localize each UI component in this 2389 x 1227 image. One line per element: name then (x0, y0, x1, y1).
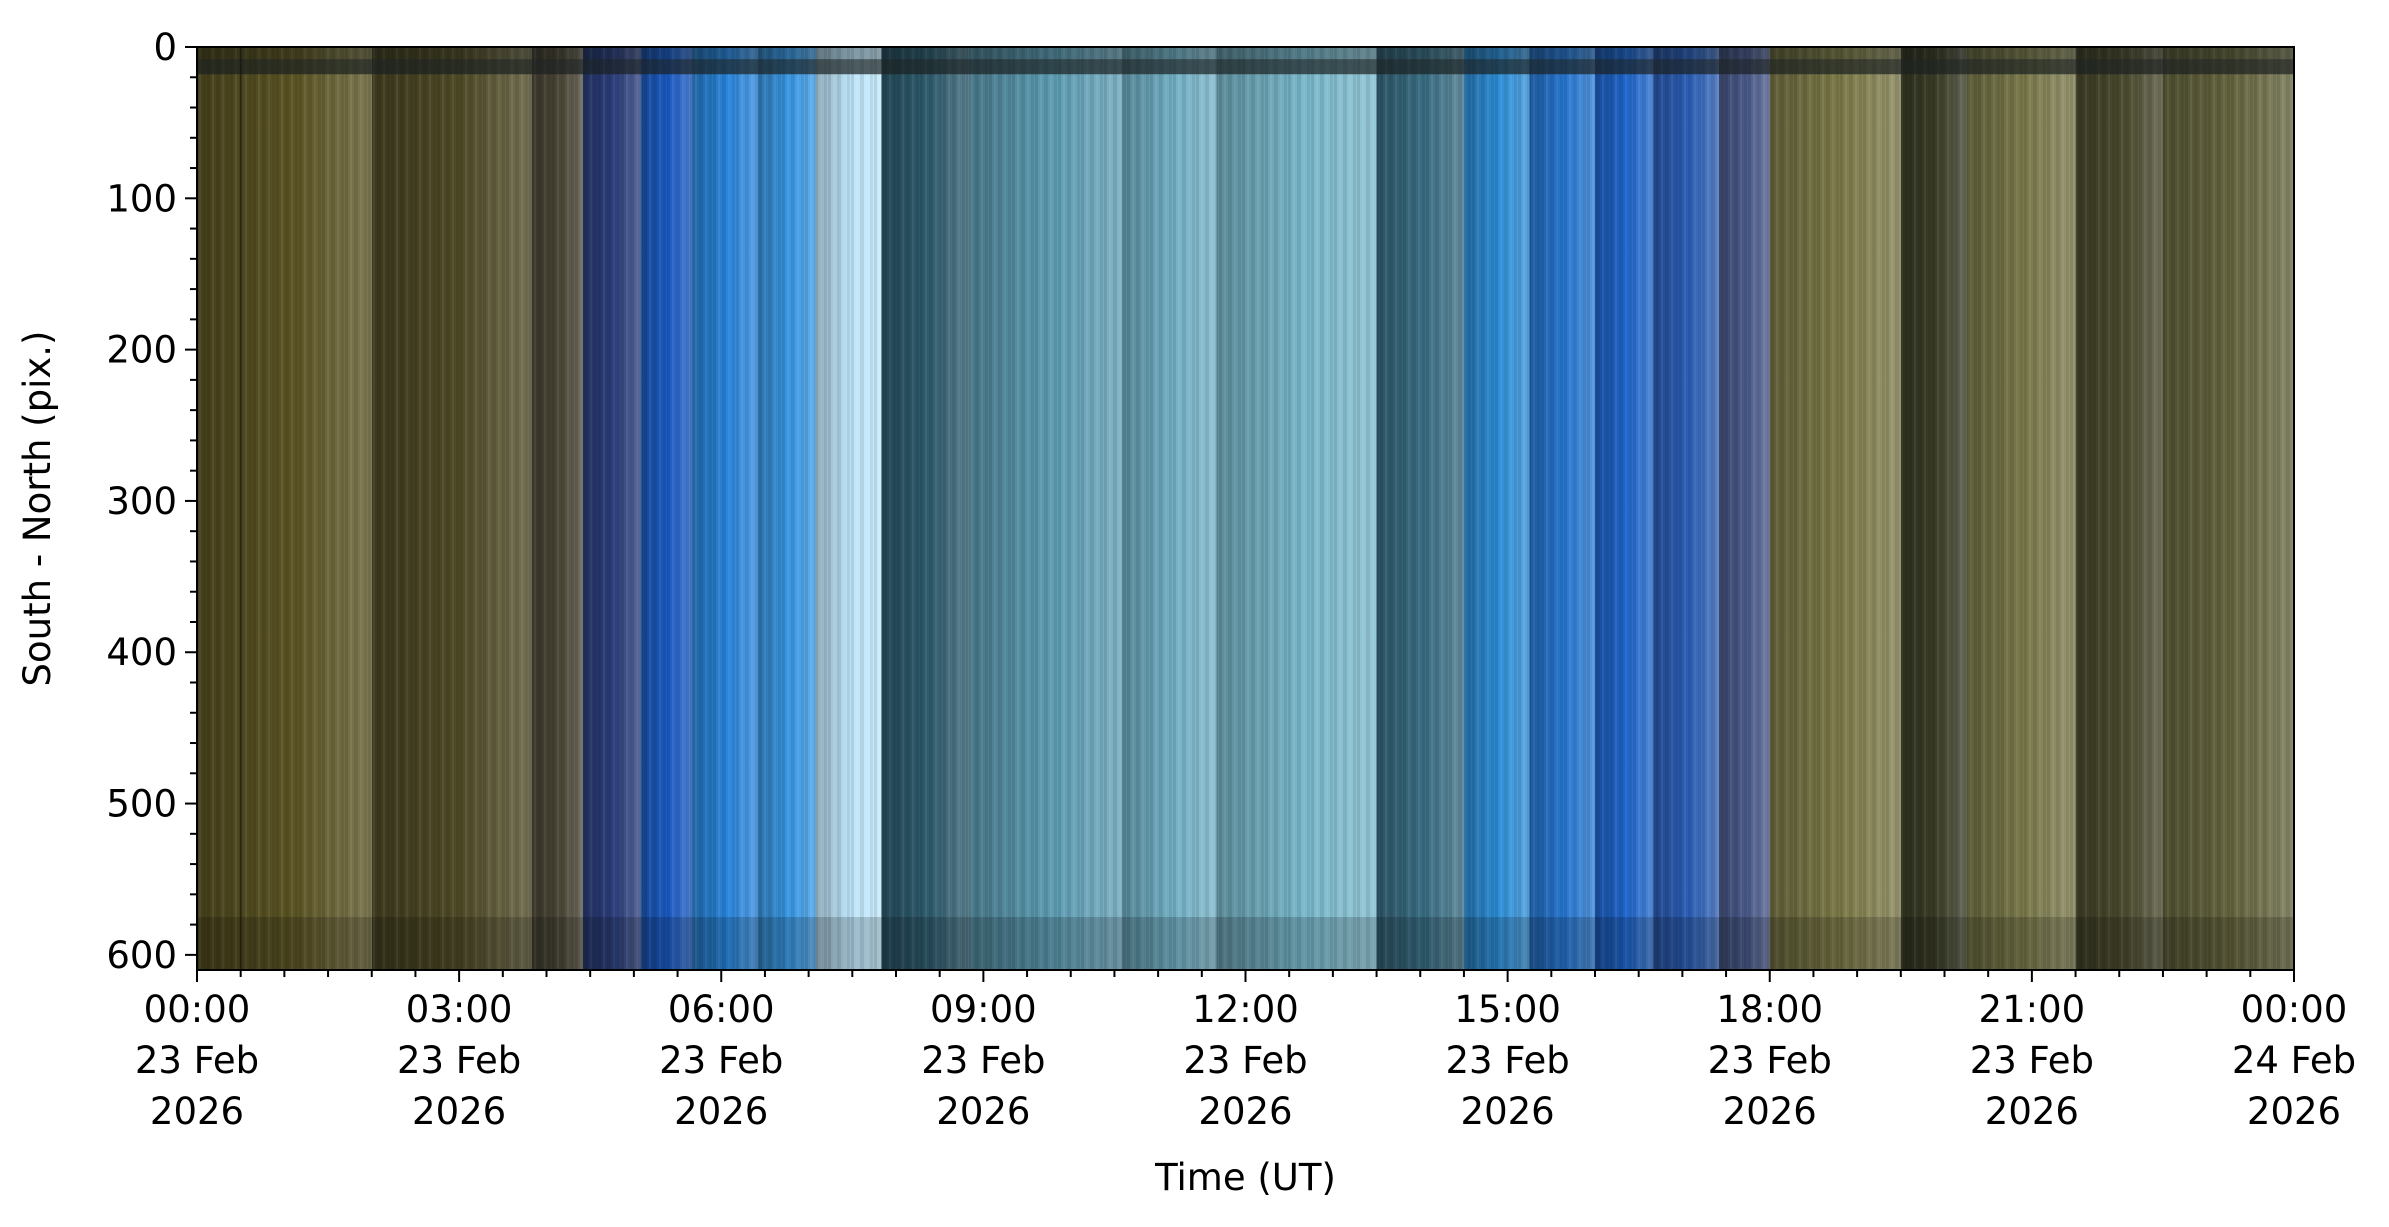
top-edge-strip (197, 47, 2294, 60)
x-tick-label: 15:00 23 Feb 2026 (1445, 988, 1569, 1133)
y-tick-label: 100 (106, 177, 177, 220)
x-tick-label: 06:00 23 Feb 2026 (659, 988, 783, 1133)
x-tick-label: 18:00 23 Feb 2026 (1708, 988, 1832, 1133)
y-tick-label: 600 (106, 934, 177, 977)
x-tick-label: 12:00 23 Feb 2026 (1183, 988, 1307, 1133)
bottom-horizon-strip (197, 917, 2294, 970)
x-tick-label: 03:00 23 Feb 2026 (397, 988, 521, 1133)
x-tick-label: 00:00 24 Feb 2026 (2232, 988, 2356, 1133)
top-horizon-strip (197, 59, 2294, 75)
x-axis-label: Time (UT) (1154, 1156, 1336, 1199)
y-tick-label: 0 (153, 26, 177, 69)
x-tick-label: 21:00 23 Feb 2026 (1970, 988, 2094, 1133)
y-tick-label: 500 (106, 783, 177, 826)
x-tick-label: 09:00 23 Feb 2026 (921, 988, 1045, 1133)
x-axis: 00:00 23 Feb 2026 03:00 23 Feb 2026 06:00 23 Fe… (135, 970, 2356, 1133)
y-tick-label: 400 (106, 631, 177, 674)
y-axis-label: South - North (pix.) (16, 331, 59, 687)
x-tick-label: 00:00 23 Feb 2026 (135, 988, 259, 1133)
y-tick-label: 300 (106, 480, 177, 523)
streak-texture (197, 47, 2294, 970)
y-tick-label: 200 (106, 329, 177, 372)
keogram-overlays (197, 47, 2294, 970)
y-axis: 0 100 200 300 400 500 600 (106, 26, 197, 977)
